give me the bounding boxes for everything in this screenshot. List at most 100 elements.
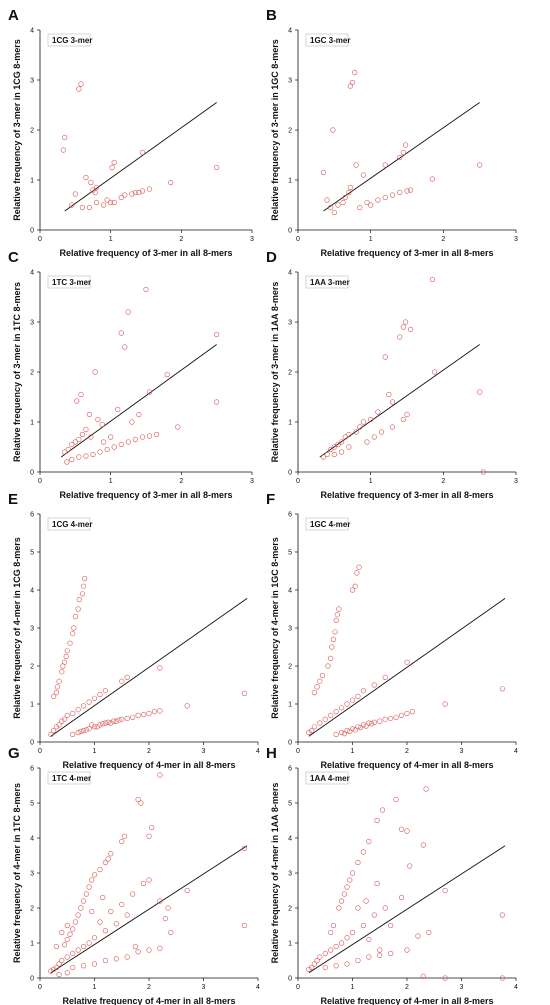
data-point <box>71 625 77 631</box>
data-point <box>349 587 356 593</box>
x-tick-label: 4 <box>256 984 260 991</box>
data-point <box>184 703 190 709</box>
y-tick-label: 1 <box>30 702 34 709</box>
x-axis-label: Relative frequency of 3-mer in all 8-mer… <box>59 490 232 500</box>
data-point <box>363 723 369 729</box>
panel-title: 1CG 3-mer <box>52 36 92 45</box>
y-axis-label: Relative frequency of 3-mer in 1GC 8-mer… <box>270 39 280 221</box>
x-tick-label: 4 <box>514 748 518 755</box>
data-point <box>100 439 107 445</box>
data-point <box>88 179 94 186</box>
data-point <box>388 950 394 957</box>
data-point <box>97 866 103 873</box>
data-point <box>89 722 95 728</box>
y-tick-label: 4 <box>30 836 34 843</box>
data-point <box>124 715 130 722</box>
y-tick-label: 3 <box>30 320 34 327</box>
title-box <box>305 771 349 785</box>
data-point <box>355 859 361 866</box>
data-point <box>100 721 106 727</box>
data-point <box>135 796 141 803</box>
data-point <box>108 434 114 440</box>
data-point <box>105 856 111 862</box>
fit-line <box>60 344 217 458</box>
data-point <box>162 915 168 922</box>
data-point <box>499 686 505 692</box>
x-tick-label: 4 <box>514 984 518 991</box>
data-point <box>366 720 372 726</box>
data-point <box>420 973 426 979</box>
data-point <box>64 922 70 929</box>
x-axis-label: Relative frequency of 3-mer in all 8-mer… <box>59 248 232 258</box>
data-point <box>353 162 359 168</box>
panel-letter: E <box>8 491 18 508</box>
data-point <box>371 912 377 918</box>
data-point <box>138 800 144 806</box>
x-tick-label: 2 <box>147 748 151 755</box>
data-point <box>311 689 317 696</box>
data-point <box>54 684 61 690</box>
data-point <box>360 172 367 178</box>
y-axis-label: Relative frequency of 3-mer in 1AA 8-mer… <box>270 282 280 463</box>
data-point <box>108 908 114 915</box>
data-point <box>378 429 385 435</box>
data-point <box>76 596 82 603</box>
data-point <box>75 729 81 736</box>
data-point <box>119 678 125 684</box>
x-tick-label: 3 <box>514 236 518 243</box>
data-point <box>83 727 89 733</box>
data-point <box>389 424 396 430</box>
y-tick-label: 1 <box>288 941 292 948</box>
data-point <box>72 919 79 925</box>
x-tick-label: 1 <box>109 236 113 243</box>
data-point <box>70 631 76 637</box>
data-point <box>119 716 125 722</box>
panel-g: G 0 1 2 3 4 5 6 0 1 2 3 4 Relative frequency of 4-mer… <box>8 745 260 1005</box>
data-point <box>379 807 386 813</box>
data-point <box>48 968 54 974</box>
data-point <box>132 436 138 443</box>
panel-h: H 0 1 2 3 4 5 6 0 1 2 3 4 Relative frequency of 4-mer… <box>266 745 518 1005</box>
data-point <box>423 786 429 792</box>
data-point <box>328 947 334 953</box>
data-point <box>100 202 107 208</box>
data-point <box>78 905 84 911</box>
data-point <box>397 334 403 340</box>
data-point <box>59 929 65 936</box>
x-tick-label: 2 <box>179 236 183 243</box>
data-point <box>56 961 62 967</box>
data-point <box>317 954 323 960</box>
data-point <box>333 708 339 715</box>
panel-letter: A <box>8 7 19 24</box>
data-point <box>339 940 345 946</box>
data-point <box>408 187 414 193</box>
data-point <box>355 693 361 700</box>
data-point <box>477 162 483 168</box>
data-point <box>346 189 352 196</box>
data-point <box>333 617 339 624</box>
data-point <box>168 179 174 186</box>
panel-letter: C <box>8 249 19 266</box>
y-tick-label: 1 <box>288 178 292 185</box>
data-point <box>347 184 353 191</box>
data-point <box>347 83 353 89</box>
x-tick-label: 2 <box>179 478 183 485</box>
panel-title: 1GC 4-mer <box>310 520 350 529</box>
data-point <box>347 877 353 883</box>
x-tick-label: 0 <box>296 984 300 991</box>
data-point <box>340 199 346 206</box>
panel-letter: H <box>266 745 277 762</box>
data-point <box>146 433 153 439</box>
data-point <box>79 204 85 211</box>
data-point <box>74 398 80 404</box>
data-point <box>325 663 331 669</box>
x-tick-label: 1 <box>351 984 355 991</box>
data-point <box>386 391 392 398</box>
x-axis-label: Relative frequency of 3-mer in all 8-mer… <box>320 490 493 500</box>
data-point <box>360 849 367 855</box>
data-point <box>330 636 337 643</box>
x-tick-label: 0 <box>38 478 42 485</box>
data-point <box>214 164 220 171</box>
data-point <box>64 712 70 719</box>
data-point <box>404 188 410 194</box>
